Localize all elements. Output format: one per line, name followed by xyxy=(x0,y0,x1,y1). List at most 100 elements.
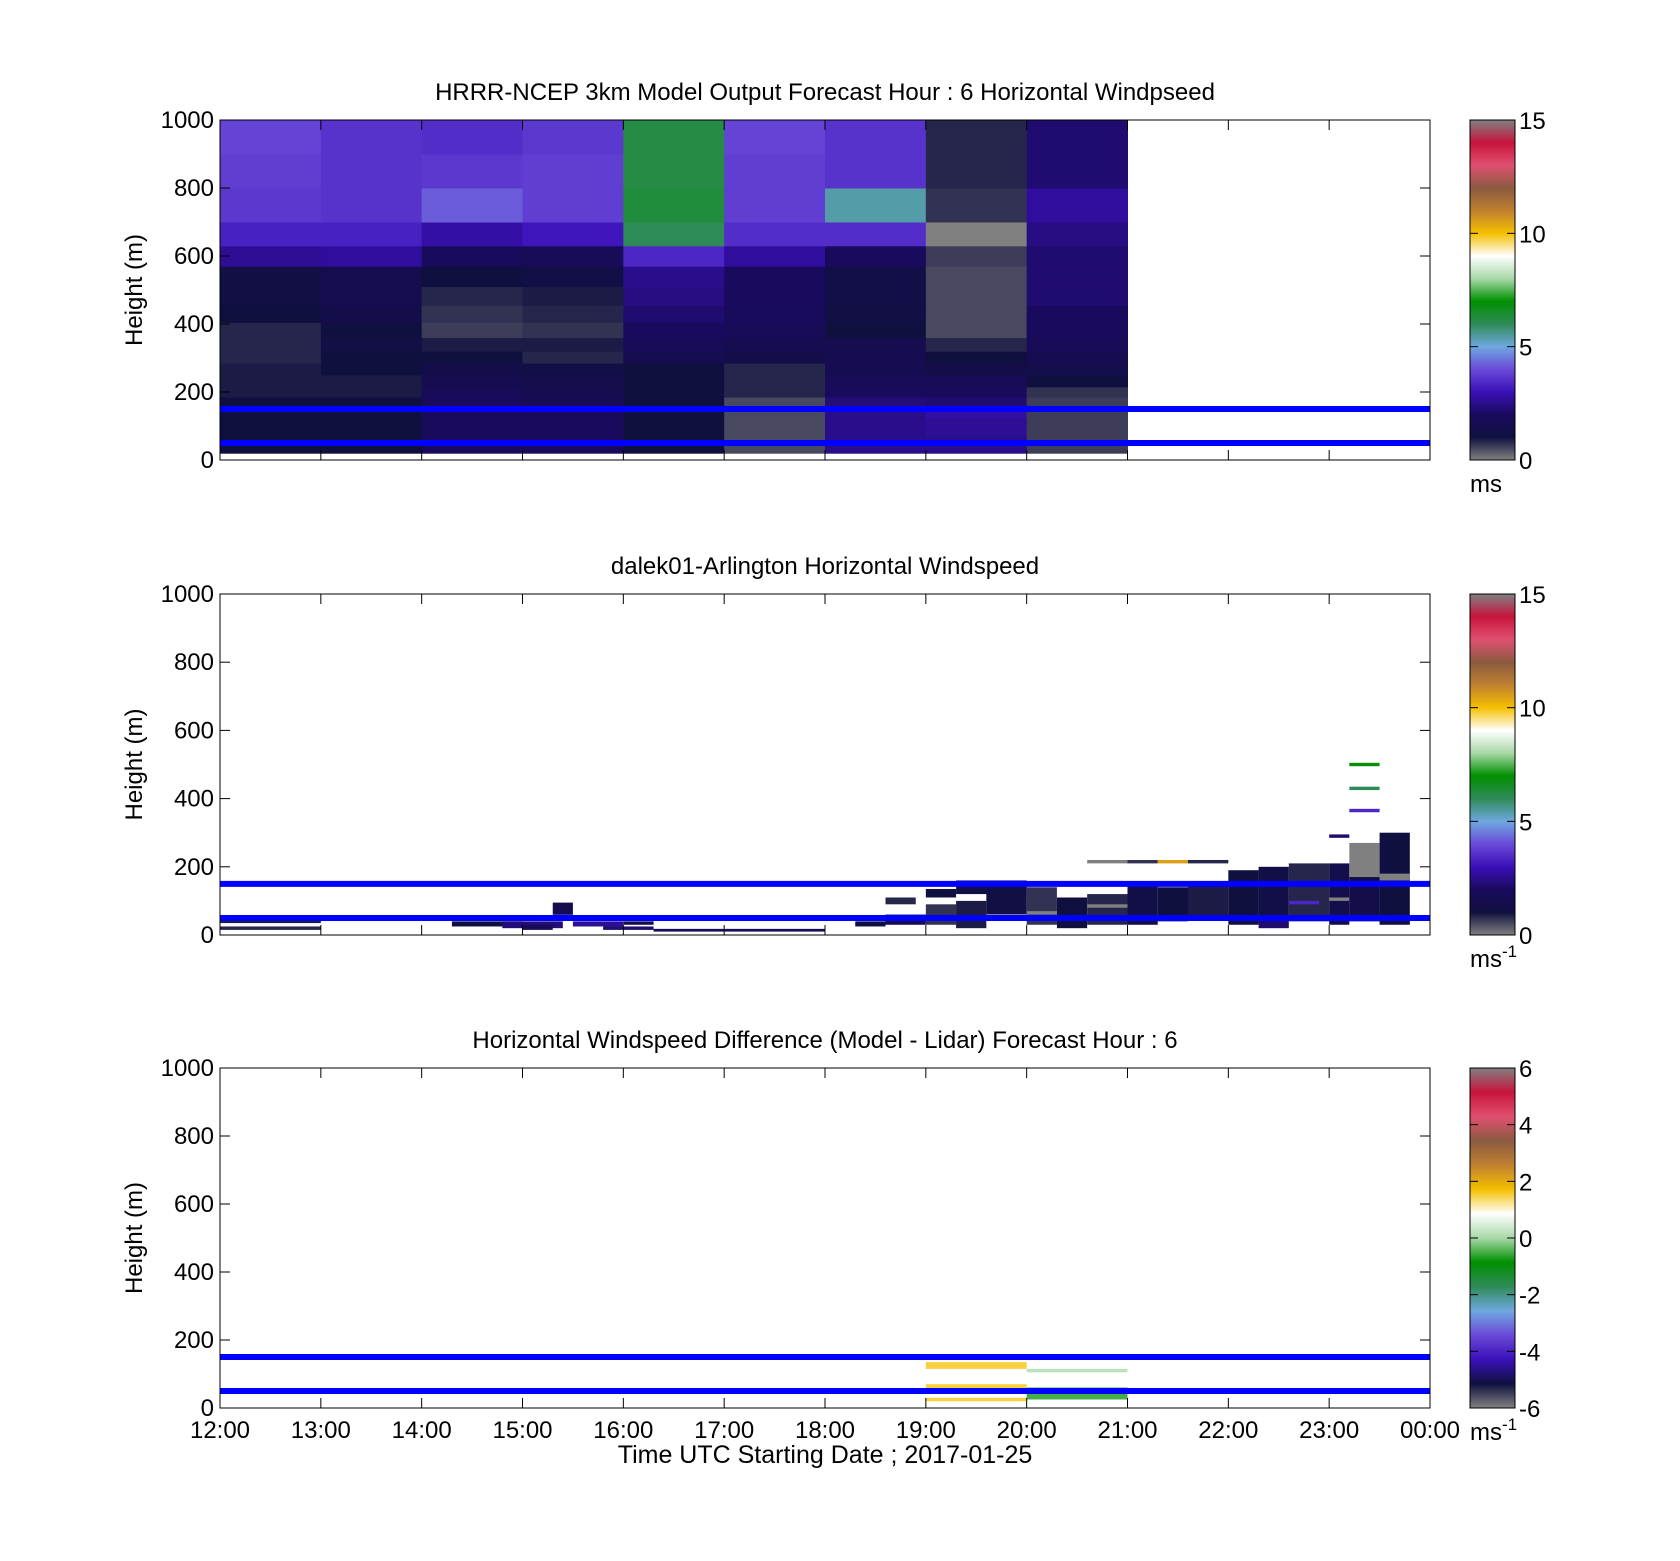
heatmap-cell xyxy=(421,222,523,247)
y-tick-label: 1000 xyxy=(161,581,214,608)
heatmap-cell xyxy=(825,337,927,352)
heatmap-cell xyxy=(603,926,654,930)
heatmap-cell xyxy=(320,386,423,398)
heatmap-cell xyxy=(825,154,927,189)
heatmap-cell xyxy=(421,375,523,388)
heatmap-cell xyxy=(623,921,654,925)
heatmap-cell xyxy=(724,245,826,267)
heatmap-cell xyxy=(724,375,826,388)
heatmap-cell xyxy=(1026,427,1128,437)
heatmap-cell xyxy=(1026,305,1128,323)
heatmap-cell xyxy=(522,444,624,454)
y-tick-label: 600 xyxy=(174,243,214,270)
x-tick-label: 23:00 xyxy=(1299,1417,1359,1444)
heatmap-cell xyxy=(925,427,1028,437)
colorbar-tick-label: -2 xyxy=(1519,1283,1540,1310)
colorbar-tick-label: 0 xyxy=(1519,923,1532,950)
heatmap-cell xyxy=(320,120,423,155)
heatmap-cell xyxy=(1127,859,1158,864)
heatmap-cell xyxy=(1258,917,1289,929)
colorbar-tick-label: 5 xyxy=(1519,809,1532,836)
heatmap-cell xyxy=(421,188,523,223)
heatmap-cell xyxy=(1329,897,1350,901)
heatmap-cell xyxy=(1026,363,1128,376)
heatmap-cell xyxy=(1026,222,1128,247)
heatmap-cell xyxy=(220,322,322,339)
heatmap-cell xyxy=(1379,873,1410,881)
heatmap-cell xyxy=(220,427,322,437)
heatmap-cell xyxy=(522,120,624,155)
heatmap-cell xyxy=(522,245,624,267)
colorbar-tick-label: 15 xyxy=(1519,582,1546,609)
heatmap-cell xyxy=(623,397,725,408)
heatmap-cell xyxy=(724,351,826,364)
heatmap-cell xyxy=(825,188,927,223)
heatmap-cell xyxy=(320,375,423,388)
heatmap-cell xyxy=(623,120,725,155)
heatmap-cell xyxy=(1026,386,1128,398)
heatmap-cell xyxy=(653,928,825,932)
heatmap-cell xyxy=(522,427,624,437)
y-axis-label: Height (m) xyxy=(121,234,148,346)
heatmap-cell xyxy=(1026,375,1128,388)
heatmap-cell xyxy=(885,897,916,905)
heatmap-cell xyxy=(1056,897,1088,929)
heatmap-cell xyxy=(522,375,624,388)
heatmap-cell xyxy=(825,120,927,155)
heatmap-cell xyxy=(925,1362,1027,1369)
heatmap-cell xyxy=(1026,397,1128,408)
heatmap-cell xyxy=(220,188,322,223)
heatmap-cell xyxy=(572,921,624,927)
heatmap-cell xyxy=(1349,786,1380,791)
heatmap-cell xyxy=(825,397,927,408)
heatmap-cell xyxy=(925,375,1028,388)
heatmap-cell xyxy=(925,154,1028,189)
heatmap-cell xyxy=(220,351,322,364)
colorbar-tick-label: 0 xyxy=(1519,1226,1532,1253)
y-axis-label: Height (m) xyxy=(121,1182,148,1294)
x-tick-label: 20:00 xyxy=(997,1417,1057,1444)
heatmap-cell xyxy=(421,305,523,323)
heatmap-cell xyxy=(1026,911,1057,915)
plot-area xyxy=(220,1068,1430,1408)
y-tick-label: 0 xyxy=(201,922,214,949)
colorbar-tick-label: 10 xyxy=(1519,221,1546,248)
heatmap-cell xyxy=(1288,863,1330,922)
heatmap-cell xyxy=(220,337,322,352)
heatmap-cell xyxy=(220,286,322,306)
heatmap-cell xyxy=(724,286,826,306)
heatmap-cell xyxy=(522,222,624,247)
heatmap-cell xyxy=(320,266,423,288)
heatmap-cell xyxy=(1026,266,1128,288)
y-tick-label: 200 xyxy=(174,1327,214,1354)
y-tick-label: 1000 xyxy=(161,1055,214,1082)
heatmap-cell xyxy=(623,386,725,398)
heatmap-cell xyxy=(724,427,826,437)
y-tick-label: 400 xyxy=(174,311,214,338)
heatmap-cell xyxy=(522,286,624,306)
heatmap-cell xyxy=(421,444,523,454)
heatmap-cell xyxy=(421,386,523,398)
heatmap-cell xyxy=(421,322,523,339)
heatmap-cell xyxy=(1087,859,1128,864)
heatmap-cell xyxy=(1026,120,1128,155)
heatmap-cell xyxy=(220,444,322,454)
heatmap-cell xyxy=(1288,900,1320,905)
colorbar-tick-label: 10 xyxy=(1519,696,1546,723)
heatmap-cell xyxy=(552,902,573,915)
x-tick-label: 18:00 xyxy=(795,1417,855,1444)
heatmap-cell xyxy=(1258,866,1289,918)
heatmap-cell xyxy=(1157,859,1188,864)
heatmap-cell xyxy=(623,188,725,223)
heatmap-cell xyxy=(724,397,826,408)
heatmap-cell xyxy=(825,266,927,288)
colorbar-tick-label: -6 xyxy=(1519,1396,1540,1423)
heatmap-cell xyxy=(320,444,423,454)
y-tick-label: 200 xyxy=(174,379,214,406)
heatmap-cell xyxy=(1026,1368,1128,1373)
heatmap-cell xyxy=(1087,904,1128,908)
heatmap-cell xyxy=(320,351,423,364)
y-tick-label: 800 xyxy=(174,175,214,202)
heatmap-cell xyxy=(421,427,523,437)
x-tick-label: 16:00 xyxy=(593,1417,653,1444)
